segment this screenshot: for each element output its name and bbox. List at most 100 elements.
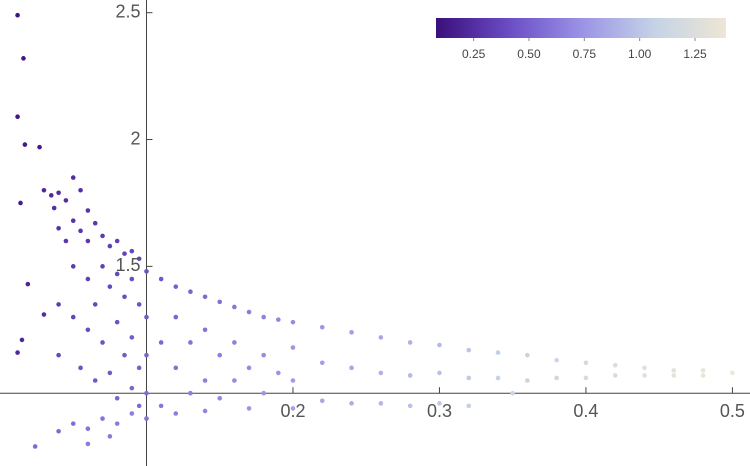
point xyxy=(583,360,589,366)
point xyxy=(70,421,76,426)
point xyxy=(78,187,83,193)
colorbar-tick-label: 0.75 xyxy=(573,47,597,61)
point xyxy=(671,373,677,378)
point xyxy=(63,198,69,203)
point xyxy=(85,238,91,244)
point xyxy=(15,350,20,355)
point xyxy=(56,302,61,307)
point xyxy=(56,428,61,434)
point xyxy=(495,350,501,355)
point xyxy=(21,56,26,61)
point xyxy=(437,401,442,406)
point xyxy=(144,314,149,320)
point xyxy=(202,378,208,383)
x-tick-label: 0.2 xyxy=(280,401,305,421)
point xyxy=(173,365,179,371)
point xyxy=(136,256,142,262)
colorbar-tick-label: 1.25 xyxy=(683,47,707,61)
x-tick-label: 0.3 xyxy=(427,401,452,421)
point xyxy=(290,319,296,325)
point xyxy=(188,390,193,396)
point xyxy=(70,175,76,180)
point xyxy=(122,251,127,256)
point xyxy=(466,375,472,381)
point xyxy=(129,385,135,391)
point xyxy=(319,324,325,330)
colorbar xyxy=(436,18,726,38)
point xyxy=(158,403,164,409)
point xyxy=(612,373,618,378)
point xyxy=(15,12,20,18)
point xyxy=(100,340,105,345)
point xyxy=(122,294,127,300)
point xyxy=(22,142,28,147)
point xyxy=(144,269,149,274)
point xyxy=(41,312,47,317)
point xyxy=(100,233,105,239)
point xyxy=(70,314,76,320)
point xyxy=(85,276,91,282)
point xyxy=(583,375,589,381)
point xyxy=(202,408,208,414)
point xyxy=(136,365,142,371)
point xyxy=(290,378,296,383)
point xyxy=(246,365,252,371)
point xyxy=(129,276,135,282)
point xyxy=(92,302,98,307)
point xyxy=(114,395,120,401)
y-tick-label: 2.5 xyxy=(115,1,140,21)
colorbar-tick-label: 0.50 xyxy=(517,47,541,61)
point xyxy=(107,370,113,376)
point xyxy=(25,281,31,287)
x-tick-label: 0.4 xyxy=(573,401,598,421)
colorbar-tick-label: 0.25 xyxy=(462,47,486,61)
point xyxy=(642,365,647,371)
point xyxy=(437,370,442,376)
point xyxy=(19,337,25,343)
point xyxy=(63,238,69,244)
point xyxy=(612,362,618,368)
point xyxy=(554,357,559,363)
point xyxy=(525,378,530,383)
point xyxy=(261,352,266,358)
point xyxy=(129,335,135,340)
point xyxy=(129,248,135,254)
point xyxy=(32,444,38,449)
point xyxy=(48,193,54,198)
point xyxy=(261,314,266,320)
point xyxy=(107,434,113,439)
point xyxy=(378,370,384,376)
point xyxy=(173,284,179,289)
point xyxy=(41,187,47,193)
point xyxy=(107,243,113,249)
point xyxy=(56,352,61,358)
point xyxy=(319,360,325,366)
point xyxy=(136,403,142,409)
point xyxy=(407,403,413,409)
point xyxy=(261,390,266,396)
point xyxy=(319,398,325,404)
point xyxy=(202,294,208,300)
point xyxy=(700,368,706,373)
point xyxy=(642,373,647,378)
point xyxy=(510,390,515,396)
point xyxy=(78,365,83,371)
point xyxy=(158,276,164,282)
point xyxy=(144,352,149,358)
point xyxy=(114,421,120,426)
point xyxy=(730,370,735,376)
point xyxy=(246,309,252,315)
point xyxy=(85,327,91,333)
point xyxy=(217,352,223,358)
point xyxy=(525,352,530,358)
point xyxy=(232,378,237,383)
point xyxy=(144,416,149,421)
point xyxy=(15,114,20,119)
point xyxy=(56,190,61,196)
point xyxy=(290,345,296,350)
point xyxy=(85,208,91,213)
point xyxy=(144,390,149,396)
point xyxy=(466,403,472,409)
